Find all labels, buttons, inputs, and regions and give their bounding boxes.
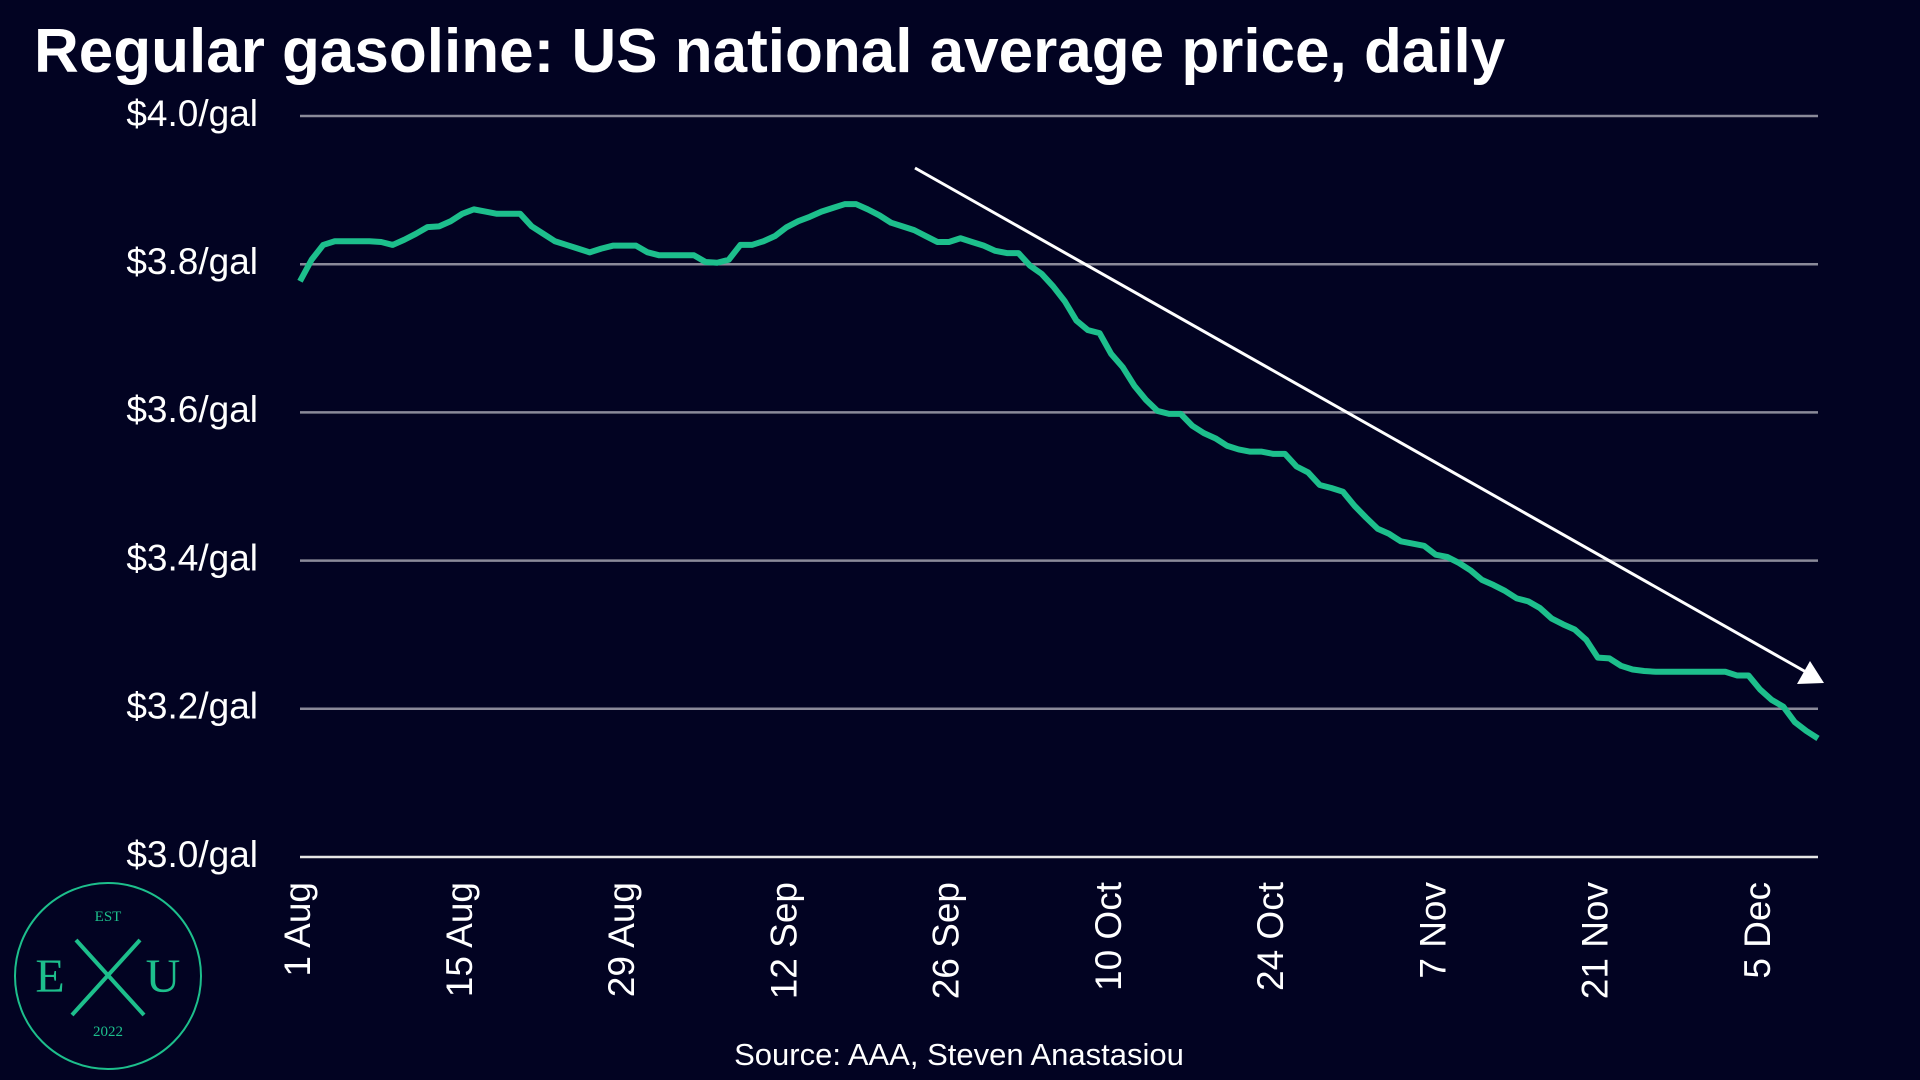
y-tick-label: $3.6/gal bbox=[126, 389, 258, 430]
logo-text: 2022 bbox=[93, 1024, 123, 1040]
x-tick-label: 15 Aug bbox=[439, 882, 480, 997]
x-tick-label: 26 Sep bbox=[926, 882, 967, 999]
x-tick-label: 12 Sep bbox=[763, 882, 804, 999]
trend-arrow bbox=[914, 166, 1824, 684]
logo-stroke bbox=[74, 938, 146, 1017]
logo-text: U bbox=[146, 950, 181, 1003]
y-tick-label: $3.0/gal bbox=[126, 834, 258, 875]
y-tick-label: $3.2/gal bbox=[126, 686, 258, 727]
logo-stroke bbox=[70, 938, 142, 1017]
x-tick-label: 7 Nov bbox=[1412, 882, 1453, 979]
y-tick-label: $3.4/gal bbox=[126, 537, 258, 578]
logo: EST E U 2022 bbox=[14, 882, 202, 1070]
x-tick-label: 21 Nov bbox=[1575, 882, 1616, 1000]
logo-ring bbox=[14, 882, 202, 1070]
logo-text: EST bbox=[95, 909, 122, 925]
x-tick-label: 10 Oct bbox=[1088, 881, 1129, 991]
chart-title: Regular gasoline: US national average pr… bbox=[34, 17, 1506, 86]
line-series bbox=[297, 201, 1820, 741]
y-tick-label: $3.8/gal bbox=[126, 241, 258, 282]
arrow-head bbox=[1797, 661, 1824, 684]
y-tick-label: $4.0/gal bbox=[126, 93, 258, 134]
x-tick-label: 24 Oct bbox=[1250, 881, 1291, 991]
logo-text: E bbox=[35, 950, 64, 1003]
x-tick-label: 5 Dec bbox=[1737, 882, 1778, 979]
arrow-line bbox=[914, 166, 1807, 674]
source: Source: AAA, Steven Anastasiou bbox=[734, 1037, 1184, 1072]
x-tick-label: 29 Aug bbox=[601, 882, 642, 997]
x-tick-label: 1 Aug bbox=[277, 882, 318, 977]
